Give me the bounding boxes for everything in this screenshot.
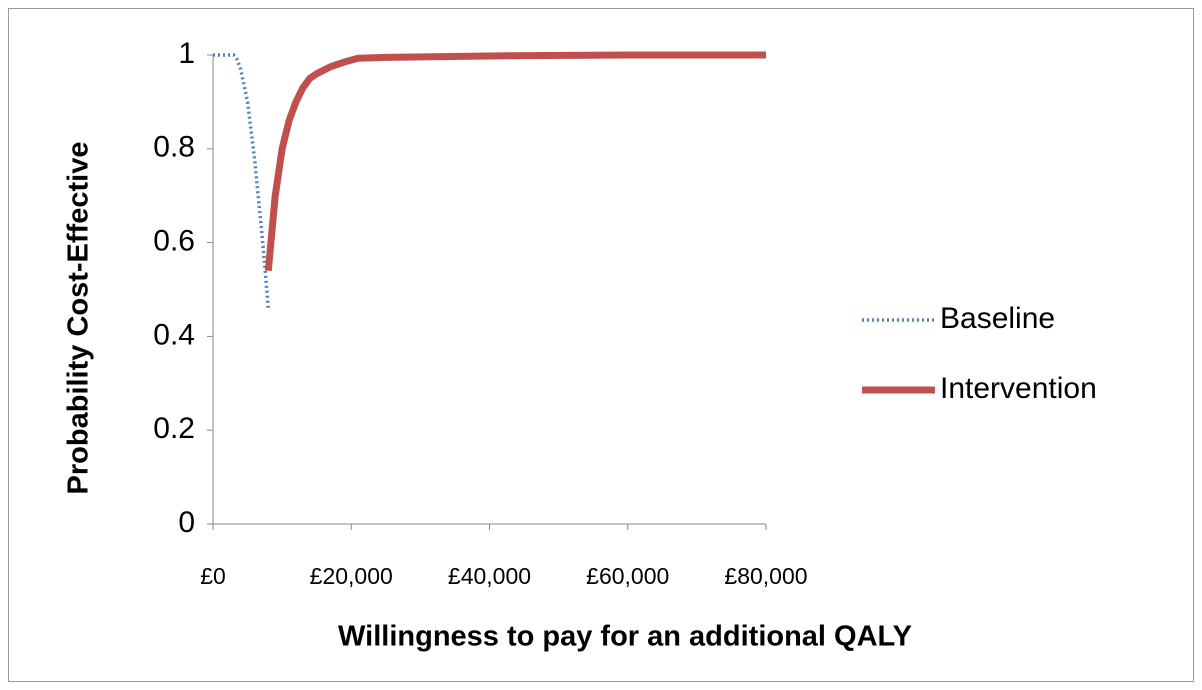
y-tick-label: 0.8 xyxy=(153,131,195,164)
x-tick-label: £40,000 xyxy=(448,563,531,589)
series-line xyxy=(213,53,271,309)
y-tick-label: 0.2 xyxy=(153,412,195,445)
legend-label: Baseline xyxy=(940,302,1055,335)
y-tick-label: 1 xyxy=(178,37,195,70)
series-line xyxy=(264,51,766,272)
chart-frame xyxy=(8,8,1194,682)
y-tick-label: 0.6 xyxy=(153,225,195,258)
x-axis-title: Willingness to pay for an additional QAL… xyxy=(338,621,912,653)
x-tick-label: £0 xyxy=(200,563,226,589)
legend-label: Intervention xyxy=(940,372,1097,405)
x-tick-label: £80,000 xyxy=(724,563,807,589)
x-tick-label: £20,000 xyxy=(310,563,393,589)
y-tick-label: 0 xyxy=(178,506,195,539)
y-axis-title: Probability Cost-Effective xyxy=(63,142,95,495)
y-tick-label: 0.4 xyxy=(153,318,195,351)
x-tick-label: £60,000 xyxy=(586,563,669,589)
